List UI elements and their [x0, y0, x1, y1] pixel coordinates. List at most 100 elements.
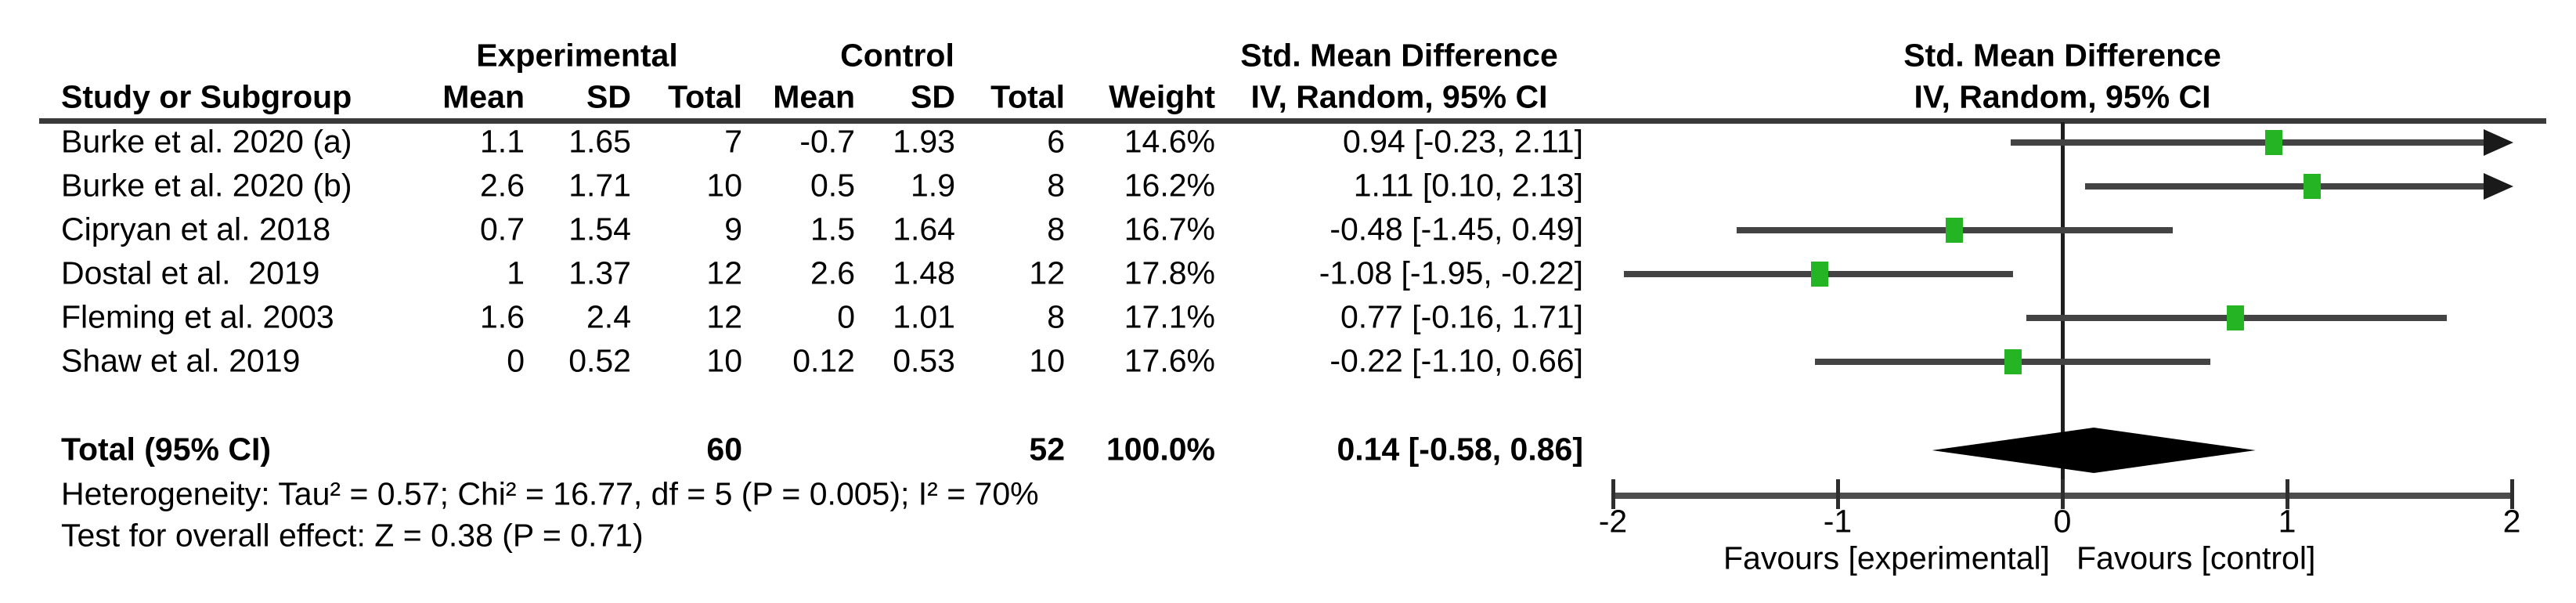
weight-cell: 17.1% [1124, 298, 1215, 335]
total-exp-total: 60 [706, 431, 742, 468]
axis-tick [2286, 479, 2289, 509]
ctrl-mean-cell: 2.6 [810, 255, 855, 291]
ctrl-sd-cell: 1.48 [893, 255, 955, 291]
ctrl-mean-cell: 0.12 [792, 342, 855, 379]
overall-effect-note: Test for overall effect: Z = 0.38 (P = 0… [61, 517, 644, 554]
study-label: Shaw et al. 2019 [61, 342, 301, 379]
favours-right-label: Favours [control] [2076, 540, 2316, 576]
exp-mean-cell: 1 [507, 255, 525, 291]
plot-header-smd-method: IV, Random, 95% CI [1914, 78, 2211, 115]
study-label: Cipryan et al. 2018 [61, 211, 331, 247]
col-header-study: Study or Subgroup [61, 78, 352, 115]
header-rule [39, 118, 2546, 124]
exp-total-cell: 9 [724, 211, 742, 247]
exp-total-cell: 10 [706, 342, 742, 379]
exp-sd-cell: 1.54 [568, 211, 631, 247]
ctrl-mean-cell: 1.5 [810, 211, 855, 247]
ci-arrow-right-icon [2484, 129, 2513, 156]
col-header-ctrl-total: Total [990, 78, 1065, 115]
ci-text-cell: 0.94 [-0.23, 2.11] [1343, 123, 1583, 160]
ci-arrow-right-icon [2484, 173, 2513, 200]
exp-total-cell: 7 [724, 123, 742, 160]
axis-tick-label: 0 [2053, 503, 2072, 540]
ctrl-sd-cell: 0.53 [893, 342, 955, 379]
axis-tick-label: -2 [1598, 503, 1628, 540]
total-ctrl-total: 52 [1029, 431, 1065, 468]
exp-total-cell: 12 [706, 255, 742, 291]
weight-cell: 17.6% [1124, 342, 1215, 379]
exp-sd-cell: 0.52 [568, 342, 631, 379]
ci-text-cell: 1.11 [0.10, 2.13] [1353, 167, 1583, 204]
exp-mean-cell: 1.1 [480, 123, 525, 160]
ctrl-sd-cell: 1.9 [911, 167, 955, 204]
exp-sd-cell: 1.65 [568, 123, 631, 160]
axis-tick [1611, 479, 1615, 509]
ci-text-cell: -1.08 [-1.95, -0.22] [1319, 255, 1583, 291]
weight-cell: 17.8% [1124, 255, 1215, 291]
ctrl-total-cell: 12 [1029, 255, 1065, 291]
col-header-exp-mean: Mean [442, 78, 525, 115]
group-header-experimental: Experimental [476, 37, 678, 74]
table-header-smd: Std. Mean Difference [1240, 37, 1558, 74]
axis-tick [2510, 479, 2514, 509]
ctrl-mean-cell: -0.7 [799, 123, 855, 160]
exp-sd-cell: 1.71 [568, 167, 631, 204]
total-weight: 100.0% [1106, 431, 1215, 468]
ci-text-cell: 0.77 [-0.16, 1.71] [1340, 298, 1583, 335]
exp-total-cell: 10 [706, 167, 742, 204]
table-header-smd-method: IV, Random, 95% CI [1250, 78, 1548, 115]
effect-marker [2264, 130, 2282, 155]
ctrl-sd-cell: 1.64 [893, 211, 955, 247]
ctrl-mean-cell: 0.5 [810, 167, 855, 204]
weight-cell: 16.7% [1124, 211, 1215, 247]
group-header-control: Control [840, 37, 954, 74]
axis-tick-label: 2 [2502, 503, 2521, 540]
col-header-exp-total: Total [668, 78, 742, 115]
axis-tick [2061, 479, 2065, 509]
col-header-weight: Weight [1109, 78, 1215, 115]
effect-marker [2303, 174, 2321, 199]
ci-line [2084, 183, 2485, 190]
ci-line [2010, 139, 2485, 146]
ctrl-mean-cell: 0 [837, 298, 855, 335]
study-label: Fleming et al. 2003 [61, 298, 334, 335]
study-label: Burke et al. 2020 (b) [61, 167, 352, 204]
exp-mean-cell: 0 [507, 342, 525, 379]
exp-total-cell: 12 [706, 298, 742, 335]
heterogeneity-note: Heterogeneity: Tau² = 0.57; Chi² = 16.77… [61, 475, 1039, 512]
col-header-exp-sd: SD [586, 78, 631, 115]
total-row-label: Total (95% CI) [61, 431, 272, 468]
weight-cell: 14.6% [1124, 123, 1215, 160]
col-header-ctrl-mean: Mean [773, 78, 855, 115]
exp-mean-cell: 0.7 [480, 211, 525, 247]
ci-text-cell: -0.22 [-1.10, 0.66] [1329, 342, 1583, 379]
ctrl-sd-cell: 1.93 [893, 123, 955, 160]
study-label: Dostal et al. 2019 [61, 255, 320, 291]
axis-tick [1836, 479, 1840, 509]
effect-marker [2226, 305, 2244, 330]
ctrl-total-cell: 10 [1029, 342, 1065, 379]
axis-tick-label: -1 [1823, 503, 1853, 540]
weight-cell: 16.2% [1124, 167, 1215, 204]
effect-marker [1811, 262, 1829, 287]
axis-tick-label: 1 [2278, 503, 2296, 540]
favours-left-label: Favours [experimental] [1723, 540, 2050, 576]
ctrl-sd-cell: 1.01 [893, 298, 955, 335]
ci-text-cell: -0.48 [-1.45, 0.49] [1329, 211, 1583, 247]
effect-marker [1946, 218, 1964, 243]
ctrl-total-cell: 8 [1047, 211, 1065, 247]
exp-mean-cell: 1.6 [480, 298, 525, 335]
exp-sd-cell: 2.4 [586, 298, 631, 335]
exp-sd-cell: 1.37 [568, 255, 631, 291]
ctrl-total-cell: 8 [1047, 167, 1065, 204]
total-ci-text: 0.14 [-0.58, 0.86] [1337, 431, 1583, 468]
pooled-diamond [1932, 428, 2256, 473]
plot-header-smd: Std. Mean Difference [1903, 37, 2221, 74]
effect-marker [2004, 349, 2022, 374]
col-header-ctrl-sd: SD [911, 78, 955, 115]
ctrl-total-cell: 8 [1047, 298, 1065, 335]
exp-mean-cell: 2.6 [480, 167, 525, 204]
study-label: Burke et al. 2020 (a) [61, 123, 352, 160]
ctrl-total-cell: 6 [1047, 123, 1065, 160]
